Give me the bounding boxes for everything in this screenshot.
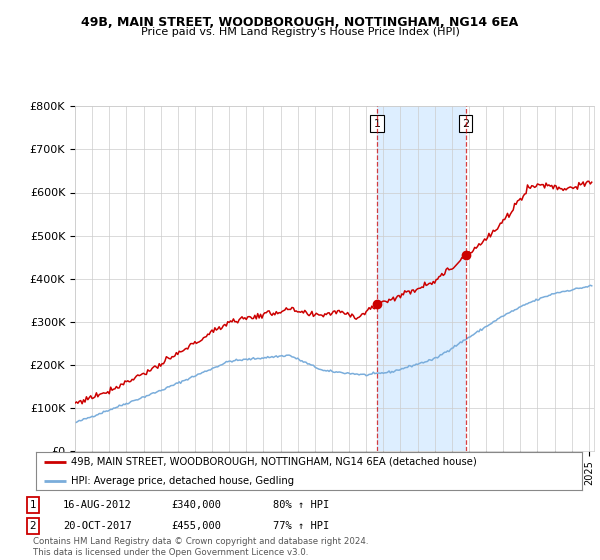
Text: 77% ↑ HPI: 77% ↑ HPI: [273, 521, 329, 531]
Text: 1: 1: [373, 119, 380, 129]
Text: 49B, MAIN STREET, WOODBOROUGH, NOTTINGHAM, NG14 6EA (detached house): 49B, MAIN STREET, WOODBOROUGH, NOTTINGHA…: [71, 457, 477, 467]
Text: 49B, MAIN STREET, WOODBOROUGH, NOTTINGHAM, NG14 6EA: 49B, MAIN STREET, WOODBOROUGH, NOTTINGHA…: [82, 16, 518, 29]
Text: 2: 2: [462, 119, 469, 129]
Text: 20-OCT-2017: 20-OCT-2017: [63, 521, 132, 531]
Text: 80% ↑ HPI: 80% ↑ HPI: [273, 500, 329, 510]
Text: Contains HM Land Registry data © Crown copyright and database right 2024.
This d: Contains HM Land Registry data © Crown c…: [33, 537, 368, 557]
Text: £455,000: £455,000: [171, 521, 221, 531]
Text: 1: 1: [29, 500, 37, 510]
Bar: [377, 106, 466, 451]
Text: £340,000: £340,000: [171, 500, 221, 510]
Text: 2: 2: [29, 521, 37, 531]
Text: 16-AUG-2012: 16-AUG-2012: [63, 500, 132, 510]
Text: HPI: Average price, detached house, Gedling: HPI: Average price, detached house, Gedl…: [71, 476, 295, 486]
Text: Price paid vs. HM Land Registry's House Price Index (HPI): Price paid vs. HM Land Registry's House …: [140, 27, 460, 37]
